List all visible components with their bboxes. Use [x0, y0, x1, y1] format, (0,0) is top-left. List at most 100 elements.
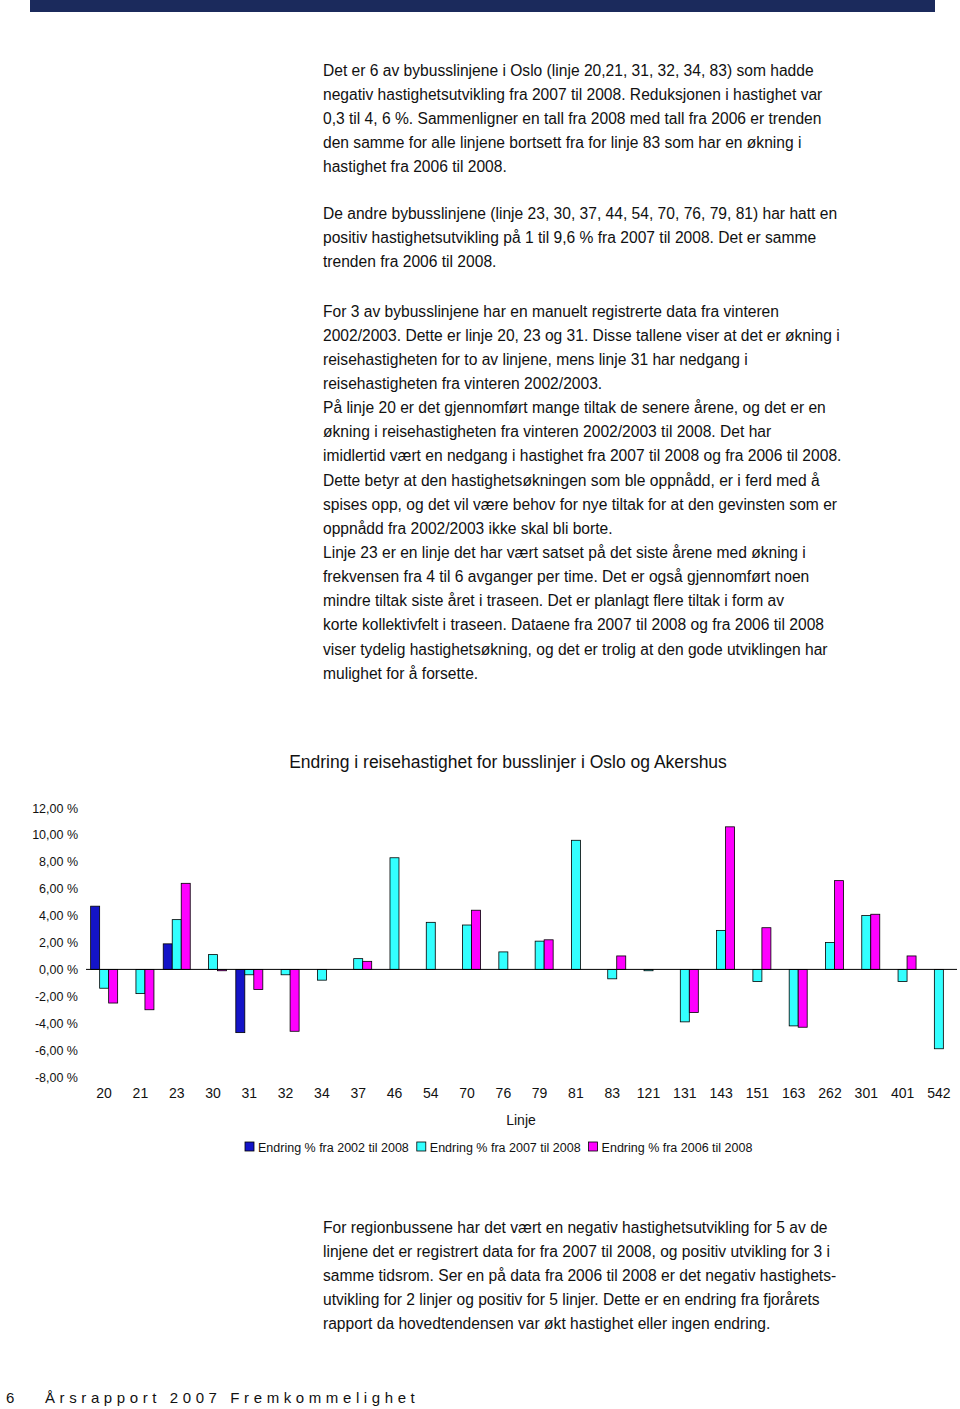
- bar: [290, 969, 299, 1031]
- text-line: imidlertid vært en nedgang i hastighet f…: [323, 447, 841, 464]
- text-line: Det er 6 av bybusslinjene i Oslo (linje …: [323, 62, 814, 79]
- y-tick-label: 2,00 %: [39, 936, 78, 950]
- bar: [254, 969, 263, 989]
- x-tick-label: 143: [709, 1085, 733, 1101]
- bar: [717, 930, 726, 969]
- x-axis-line: [86, 969, 957, 970]
- text-line: frekvensen fra 4 til 6 avganger per time…: [323, 568, 809, 585]
- bar: [907, 956, 916, 969]
- text-line: positiv hastighetsutvikling på 1 til 9,6…: [323, 229, 816, 246]
- bar: [608, 969, 617, 978]
- bar: [163, 944, 172, 970]
- bar: [354, 959, 363, 970]
- bar: [181, 883, 190, 969]
- x-tick-label: 81: [568, 1085, 584, 1101]
- bar: [898, 969, 907, 981]
- bar: [834, 881, 843, 970]
- legend-swatch: [245, 1142, 254, 1151]
- x-tick-label: 70: [459, 1085, 475, 1101]
- legend-label: Endring % fra 2002 til 2008: [258, 1141, 409, 1155]
- x-tick-label: 131: [673, 1085, 697, 1101]
- bar: [363, 961, 372, 969]
- x-tick-label: 79: [532, 1085, 548, 1101]
- text-line: oppnådd fra 2002/2003 ikke skal bli bort…: [323, 520, 613, 537]
- x-tick-label: 23: [169, 1085, 185, 1101]
- text-line: mulighet for å forsette.: [323, 665, 478, 682]
- bar: [463, 925, 472, 969]
- page: Det er 6 av bybusslinjene i Oslo (linje …: [0, 0, 960, 1409]
- text-line: reisehastigheten fra vinteren 2002/2003.: [323, 375, 602, 392]
- x-axis-label: Linje: [506, 1112, 536, 1128]
- x-tick-label: 163: [782, 1085, 806, 1101]
- x-tick-label: 34: [314, 1085, 330, 1101]
- bar: [472, 910, 481, 969]
- text-line: utvikling for 2 linjer og positiv for 5 …: [323, 1291, 820, 1308]
- bar: [209, 955, 218, 970]
- text-line: reisehastigheten for to av linjene, mens…: [323, 351, 748, 368]
- header-band: [30, 0, 935, 12]
- x-tick-label: 542: [927, 1085, 951, 1101]
- y-tick-label: -8,00 %: [35, 1071, 78, 1085]
- legend-swatch: [417, 1142, 426, 1151]
- text-line: økning i reisehastigheten fra vinteren 2…: [323, 423, 771, 440]
- bar: [145, 969, 154, 1009]
- y-tick-label: 10,00 %: [32, 828, 78, 842]
- text-line: rapport da hovedtendensen var økt hastig…: [323, 1315, 770, 1332]
- bar: [726, 827, 735, 970]
- bar: [172, 920, 181, 970]
- bar: [236, 969, 245, 1032]
- bar: [535, 941, 544, 969]
- text-line: På linje 20 er det gjennomført mange til…: [323, 399, 826, 416]
- bar: [100, 969, 109, 988]
- y-tick-label: -4,00 %: [35, 1017, 78, 1031]
- bar: [91, 906, 100, 969]
- y-tick-label: 6,00 %: [39, 882, 78, 896]
- text-line: Linje 23 er en linje det har vært satset…: [323, 544, 806, 561]
- text-line: For regionbussene har det vært en negati…: [323, 1219, 828, 1236]
- footer-title: Årsrapport 2007 Fremkommelighet: [45, 1389, 419, 1406]
- bar: [825, 943, 834, 970]
- x-tick-label: 76: [496, 1085, 512, 1101]
- x-tick-label: 262: [818, 1085, 842, 1101]
- bar: [571, 840, 580, 969]
- bar: [109, 969, 118, 1003]
- text-line: Dette betyr at den hastighetsøkningen so…: [323, 472, 820, 489]
- text-line: spises opp, og det vil være behov for ny…: [323, 496, 837, 513]
- chart: Endring i reisehastighet for busslinjer …: [32, 752, 957, 1155]
- bar: [789, 969, 798, 1025]
- bar: [862, 916, 871, 970]
- bars: [91, 827, 944, 1049]
- bar: [499, 952, 508, 969]
- y-tick-label: -2,00 %: [35, 990, 78, 1004]
- x-tick-label: 32: [278, 1085, 294, 1101]
- x-tick-label: 21: [133, 1085, 149, 1101]
- x-tick-label: 301: [855, 1085, 879, 1101]
- y-tick-label: 8,00 %: [39, 855, 78, 869]
- x-tick-label: 151: [746, 1085, 770, 1101]
- bar: [317, 969, 326, 980]
- bar: [753, 969, 762, 981]
- text-line: negativ hastighetsutvikling fra 2007 til…: [323, 86, 822, 103]
- bar: [934, 969, 943, 1048]
- y-tick-label: 4,00 %: [39, 909, 78, 923]
- bar: [617, 956, 626, 969]
- x-tick-label: 83: [604, 1085, 620, 1101]
- y-tick-label: 0,00 %: [39, 963, 78, 977]
- bar: [426, 922, 435, 969]
- x-tick-label: 54: [423, 1085, 439, 1101]
- bar: [281, 969, 290, 974]
- bar: [689, 969, 698, 1012]
- y-tick-label: -6,00 %: [35, 1044, 78, 1058]
- x-tick-label: 30: [205, 1085, 221, 1101]
- bar: [390, 858, 399, 970]
- text-line: 2002/2003. Dette er linje 20, 23 og 31. …: [323, 327, 840, 344]
- legend-swatch: [589, 1142, 598, 1151]
- text-line: korte kollektivfelt i traseen. Dataene f…: [323, 616, 824, 633]
- bar: [136, 969, 145, 993]
- bar: [245, 969, 254, 974]
- text-line: samme tidsrom. Ser en på data fra 2006 t…: [323, 1267, 836, 1284]
- x-tick-label: 20: [96, 1085, 112, 1101]
- bar: [798, 969, 807, 1027]
- bar: [544, 940, 553, 970]
- legend-label: Endring % fra 2006 til 2008: [602, 1141, 753, 1155]
